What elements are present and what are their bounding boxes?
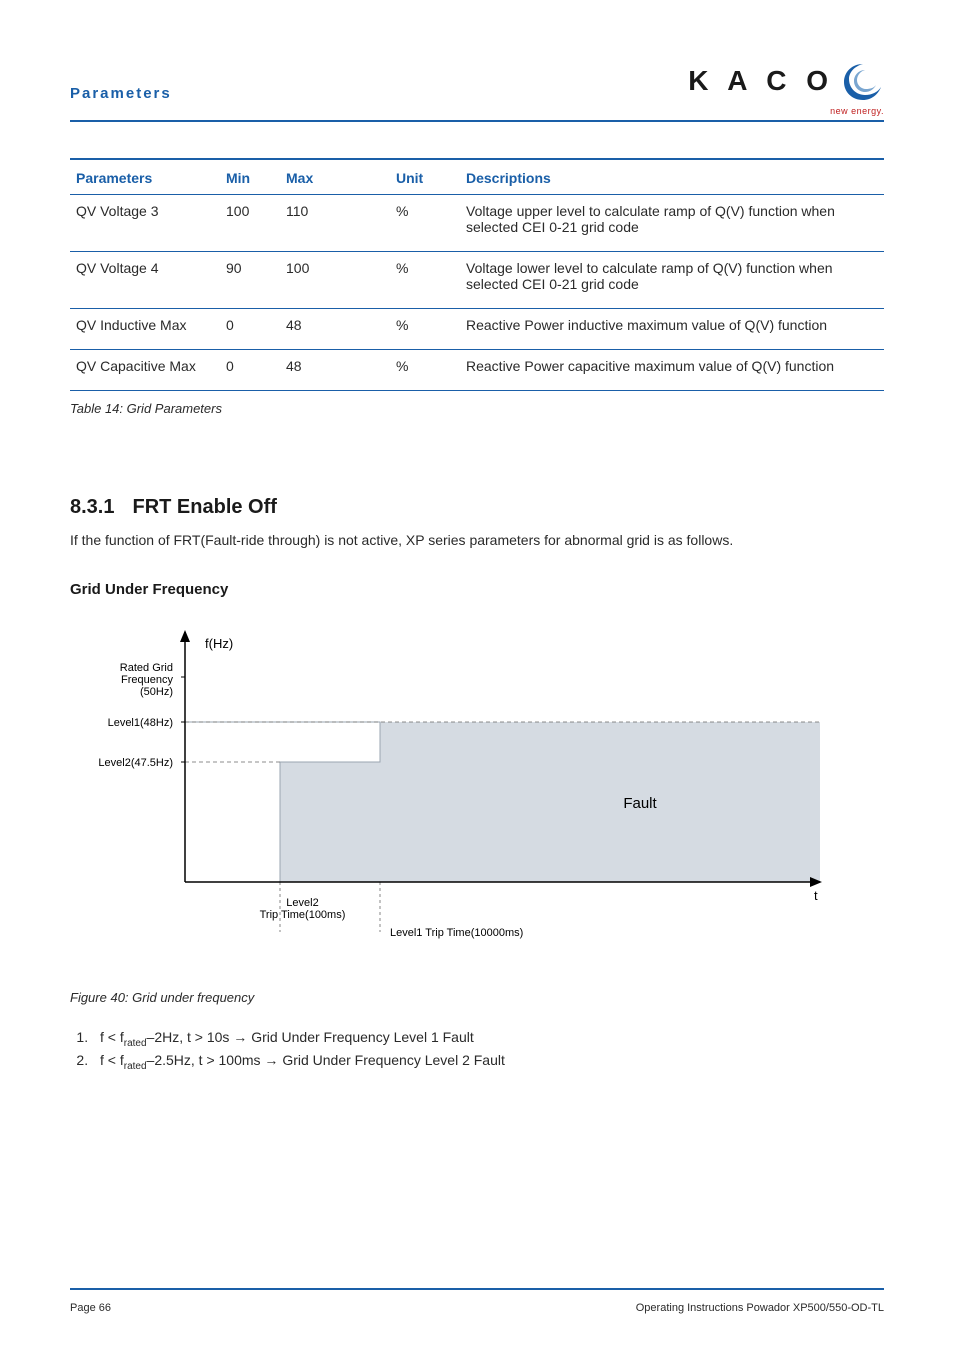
table-cell: QV Capacitive Max — [70, 350, 220, 391]
figure: f(Hz) Rated GridFrequency(50Hz) Level1(48H… — [80, 612, 894, 962]
table-cell: 100 — [220, 195, 280, 252]
table-row: QV Voltage 3100110%Voltage upper level t… — [70, 195, 884, 252]
table-caption: Table 14: Grid Parameters — [70, 401, 884, 416]
table-cell: Reactive Power inductive maximum value o… — [460, 309, 884, 350]
table-cell: % — [390, 350, 460, 391]
table-cell: 0 — [220, 350, 280, 391]
swirl-icon — [842, 60, 884, 102]
table-cell: Reactive Power capacitive maximum value … — [460, 350, 884, 391]
table-cell: Voltage upper level to calculate ramp of… — [460, 195, 884, 252]
section-heading: 8.3.1 FRT Enable Off — [70, 496, 884, 519]
svg-text:Fault: Fault — [623, 795, 657, 812]
fault-list: f < frated–2Hz, t > 10s → Grid Under Fre… — [70, 1029, 884, 1073]
table-row: QV Inductive Max048%Reactive Power induc… — [70, 309, 884, 350]
svg-text:Level2(47.5Hz): Level2(47.5Hz) — [98, 757, 173, 769]
table-cell: % — [390, 309, 460, 350]
svg-text:Frequency: Frequency — [121, 674, 173, 686]
table-cell: % — [390, 195, 460, 252]
svg-text:Level1(48Hz): Level1(48Hz) — [108, 717, 173, 729]
table-cell: 0 — [220, 309, 280, 350]
table-cell: QV Voltage 4 — [70, 252, 220, 309]
col-header-min: Min — [220, 159, 280, 195]
table-row: QV Voltage 490100%Voltage lower level to… — [70, 252, 884, 309]
table-cell: 48 — [280, 309, 390, 350]
col-header-param: Parameters — [70, 159, 220, 195]
table-cell: 110 — [280, 195, 390, 252]
logo-text: K A C O — [688, 65, 834, 97]
subheading: Grid Under Frequency — [70, 581, 884, 598]
table-cell: 48 — [280, 350, 390, 391]
col-header-desc: Descriptions — [460, 159, 884, 195]
figure-caption: Figure 40: Grid under frequency — [70, 990, 884, 1005]
header-rule — [70, 120, 884, 122]
svg-text:(50Hz): (50Hz) — [140, 686, 173, 698]
table-cell: QV Inductive Max — [70, 309, 220, 350]
table-row: QV Capacitive Max048%Reactive Power capa… — [70, 350, 884, 391]
footer-right: Operating Instructions Powador XP500/550… — [636, 1302, 884, 1314]
footer-left: Page 66 — [70, 1302, 111, 1314]
header-section-title: Parameters — [70, 85, 172, 102]
col-header-max: Max — [280, 159, 390, 195]
svg-text:Level2: Level2 — [286, 897, 318, 909]
parameters-table: Parameters Min Max Unit Descriptions QV … — [70, 158, 884, 391]
fault-item-1: f < frated–2Hz, t > 10s → Grid Under Fre… — [92, 1029, 884, 1049]
logo: K A C O new energy. — [688, 60, 884, 102]
svg-text:Level1 Trip Time(10000ms): Level1 Trip Time(10000ms) — [390, 927, 523, 939]
svg-text:f(Hz): f(Hz) — [205, 636, 233, 651]
svg-text:Trip Time(100ms): Trip Time(100ms) — [260, 909, 346, 921]
svg-text:t: t — [814, 888, 818, 903]
footer: Page 66 Operating Instructions Powador X… — [70, 1302, 884, 1314]
table-cell: 90 — [220, 252, 280, 309]
footer-rule — [70, 1288, 884, 1290]
table-cell: % — [390, 252, 460, 309]
grid-under-frequency-chart: f(Hz) Rated GridFrequency(50Hz) Level1(48H… — [80, 612, 840, 962]
page-header: Parameters K A C O new energy. — [70, 60, 884, 102]
col-header-unit: Unit — [390, 159, 460, 195]
section-title: FRT Enable Off — [132, 496, 276, 518]
section-body: If the function of FRT(Fault-ride throug… — [70, 531, 884, 551]
fault-item-2: f < frated–2.5Hz, t > 100ms → Grid Under… — [92, 1052, 884, 1072]
section-number: 8.3.1 — [70, 496, 114, 518]
table-cell: Voltage lower level to calculate ramp of… — [460, 252, 884, 309]
svg-text:Rated Grid: Rated Grid — [120, 662, 173, 674]
logo-tagline: new energy. — [830, 106, 884, 116]
table-cell: QV Voltage 3 — [70, 195, 220, 252]
table-cell: 100 — [280, 252, 390, 309]
